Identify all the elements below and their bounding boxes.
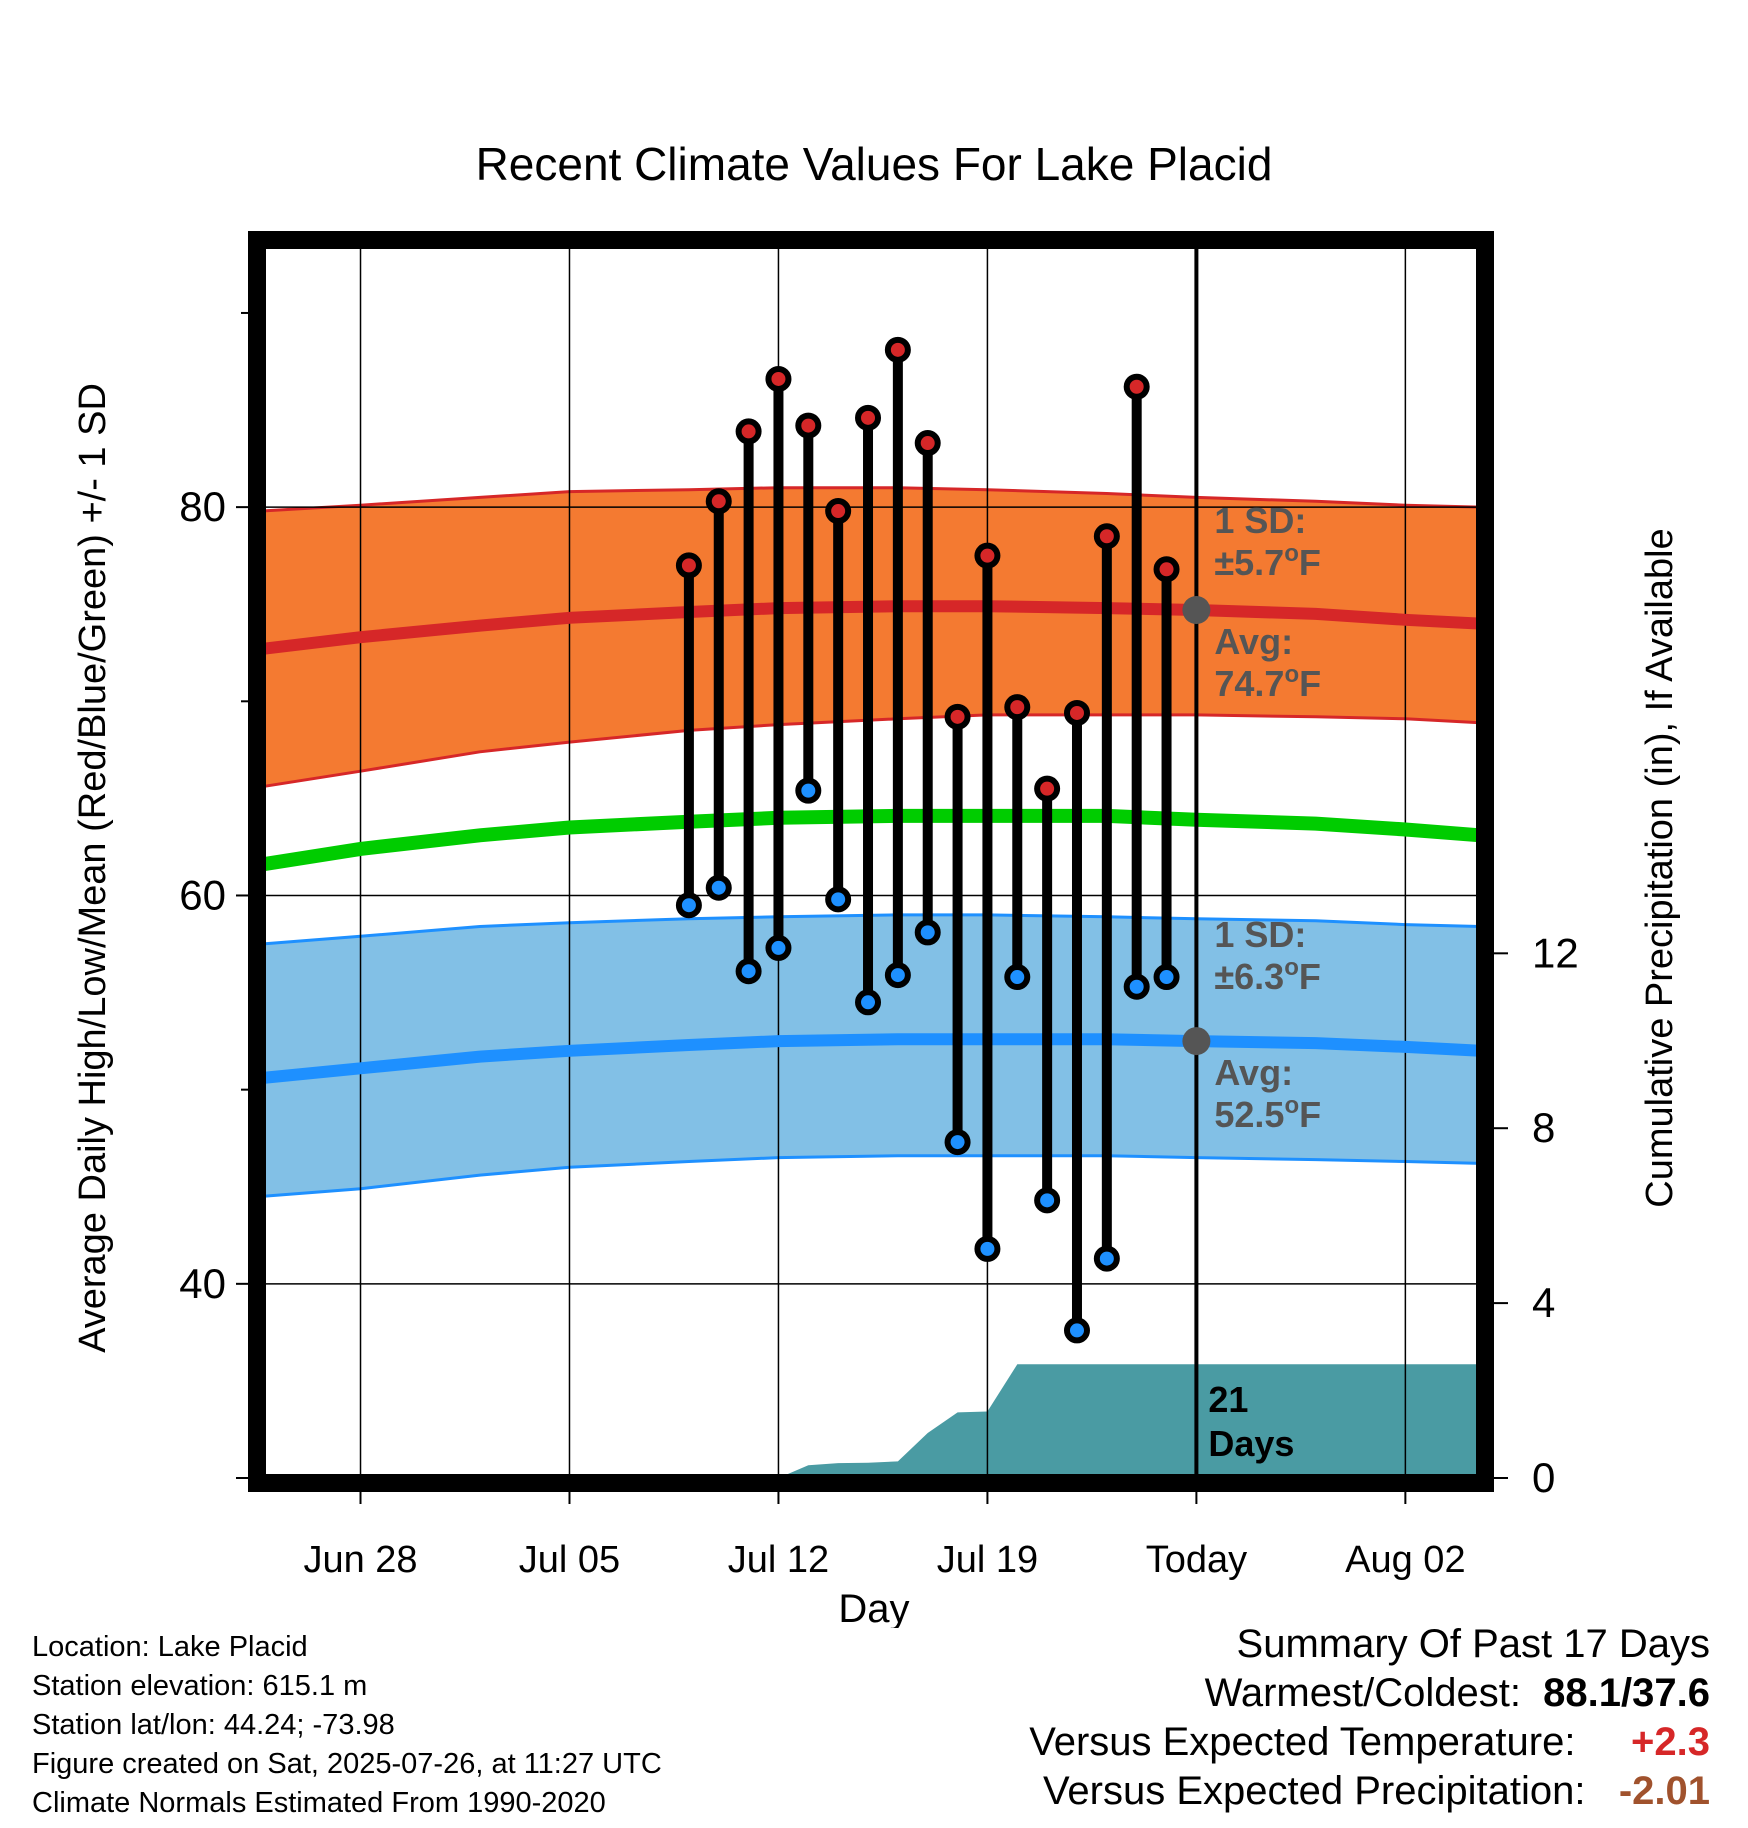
- obs-low-point: [944, 1129, 971, 1156]
- obs-low-point: [705, 874, 732, 901]
- obs-low-point: [1123, 973, 1150, 1000]
- obs-high-point: [1034, 775, 1061, 802]
- obs-high-point: [1004, 694, 1031, 721]
- precip-value: -2.01: [1618, 1769, 1710, 1813]
- y2-tick-label: 12: [1532, 929, 1579, 976]
- info-location: Location: Lake Placid: [32, 1631, 308, 1663]
- obs-high-point: [944, 703, 971, 730]
- low-band-lower-edge: [261, 1154, 1481, 1198]
- obs-low-point: [735, 958, 762, 985]
- y2-tick-label: 8: [1532, 1104, 1555, 1151]
- plot-frame: [248, 231, 1494, 1492]
- obs-high-point: [825, 498, 852, 525]
- x-tick-label: Jul 05: [519, 1539, 620, 1581]
- high-avg-label: Avg:: [1214, 621, 1293, 662]
- x-tick-label: Jun 28: [303, 1539, 417, 1581]
- y2-tick-label: 0: [1532, 1454, 1555, 1501]
- obs-low-point: [1004, 964, 1031, 991]
- obs-low-point: [825, 886, 852, 913]
- low-avg-marker: [1182, 1027, 1211, 1056]
- y2-axis-label: Cumulative Precipitation (in), If Availa…: [1639, 528, 1681, 1207]
- chart-title: Recent Climate Values For Lake Placid: [476, 138, 1273, 190]
- obs-high-point: [735, 418, 762, 445]
- obs-high-point: [974, 542, 1001, 569]
- x-tick-label: Aug 02: [1345, 1539, 1465, 1581]
- obs-high-point: [675, 552, 702, 579]
- high-sd-label: 1 SD:: [1214, 500, 1306, 541]
- obs-high-point: [765, 365, 792, 392]
- obs-low-point: [1153, 964, 1180, 991]
- obs-high-point: [1153, 556, 1180, 583]
- obs-high-point: [1093, 523, 1120, 550]
- info-normals: Climate Normals Estimated From 1990-2020: [32, 1787, 606, 1819]
- summary-temp: Versus Expected Temperature: +2.3: [1029, 1718, 1710, 1767]
- summary-heading: Summary Of Past 17 Days: [1236, 1622, 1710, 1666]
- obs-high-point: [1063, 699, 1090, 726]
- obs-low-point: [974, 1235, 1001, 1262]
- x-tick-label: Jul 12: [728, 1539, 829, 1581]
- low-avg-value: 52.5oF: [1214, 1092, 1321, 1135]
- precipitation-area: [778, 1364, 1480, 1478]
- station-info: Location: Lake Placid Station elevation:…: [32, 1628, 662, 1823]
- obs-low-point: [765, 934, 792, 961]
- obs-high-point: [1123, 373, 1150, 400]
- obs-low-point: [795, 777, 822, 804]
- obs-low-point: [855, 989, 882, 1016]
- temp-label: Versus Expected Temperature:: [1029, 1720, 1576, 1764]
- summary-warm-cold: Warmest/Coldest: 88.1/37.6: [1029, 1669, 1710, 1718]
- low-sd-value: ±6.3oF: [1214, 954, 1320, 997]
- obs-low-point: [675, 892, 702, 919]
- obs-low-point: [1093, 1245, 1120, 1272]
- obs-high-point: [884, 336, 911, 363]
- y2-tick-label: 4: [1532, 1279, 1555, 1326]
- obs-high-point: [795, 412, 822, 439]
- obs-low-point: [884, 962, 911, 989]
- climate-chart: Recent Climate Values For Lake Placid 1 …: [72, 138, 1681, 1628]
- y-tick-label: 40: [179, 1260, 226, 1307]
- high-avg-marker: [1182, 596, 1211, 625]
- days-unit-label: Days: [1208, 1423, 1294, 1464]
- info-latlon: Station lat/lon: 44.24; -73.98: [32, 1709, 395, 1741]
- info-created: Figure created on Sat, 2025-07-26, at 11…: [32, 1748, 662, 1780]
- y-tick-label: 60: [179, 871, 226, 918]
- low-normal-line: [261, 1033, 1481, 1084]
- days-count-label: 21: [1208, 1379, 1248, 1420]
- x-tick-label: Jul 19: [937, 1539, 1038, 1581]
- summary-precip: Versus Expected Precipitation: -2.01: [1029, 1767, 1710, 1816]
- warm-cold-label: Warmest/Coldest:: [1204, 1671, 1521, 1715]
- precip-label: Versus Expected Precipitation:: [1042, 1769, 1586, 1813]
- high-sd-value: ±5.7oF: [1214, 540, 1320, 583]
- summary-panel: Summary Of Past 17 Days Warmest/Coldest:…: [1029, 1620, 1710, 1816]
- low-sd-label: 1 SD:: [1214, 914, 1306, 955]
- y-tick-label: 80: [179, 483, 226, 530]
- obs-high-point: [705, 488, 732, 515]
- temp-value: +2.3: [1631, 1720, 1710, 1764]
- x-tick-label: Today: [1146, 1539, 1247, 1581]
- high-avg-value: 74.7oF: [1214, 661, 1321, 704]
- obs-high-point: [855, 404, 882, 431]
- obs-low-point: [914, 919, 941, 946]
- obs-high-point: [914, 430, 941, 457]
- warm-cold-value: 88.1/37.6: [1543, 1671, 1710, 1715]
- obs-low-point: [1063, 1317, 1090, 1344]
- obs-low-point: [1034, 1187, 1061, 1214]
- low-avg-label: Avg:: [1214, 1052, 1293, 1093]
- y-axis-label: Average Daily High/Low/Mean (Red/Blue/Gr…: [72, 383, 114, 1353]
- x-axis-label: Day: [838, 1587, 909, 1628]
- info-elevation: Station elevation: 615.1 m: [32, 1670, 368, 1702]
